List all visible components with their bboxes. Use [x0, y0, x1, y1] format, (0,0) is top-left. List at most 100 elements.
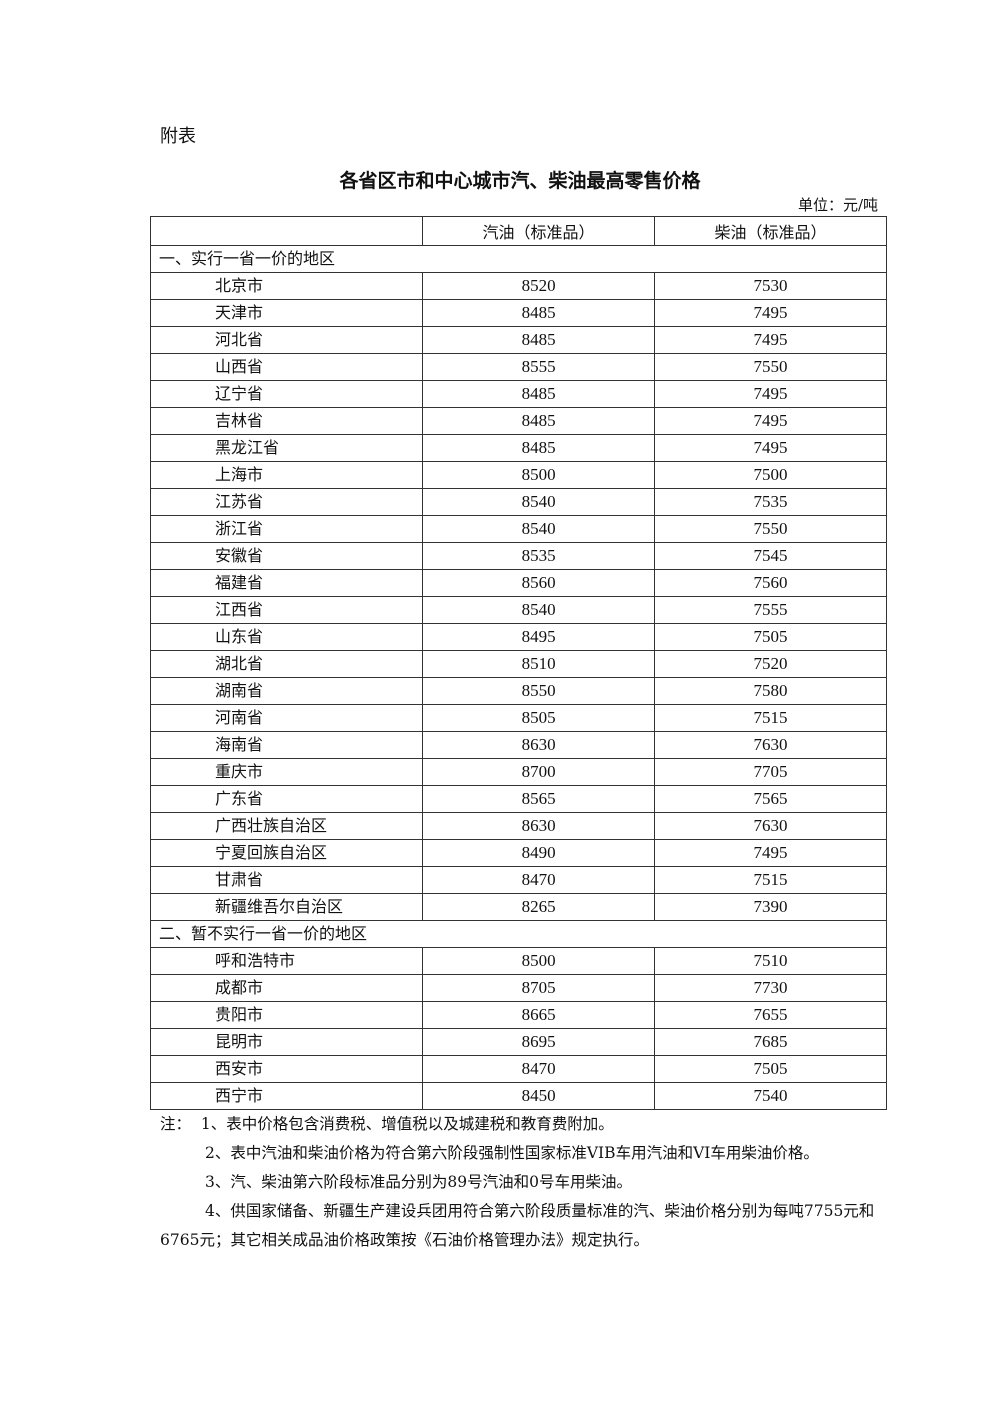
gasoline-price-cell: 8485 — [422, 434, 656, 462]
region-cell: 辽宁省 — [149, 380, 424, 408]
table-row: 北京市 8520 7530 — [149, 272, 887, 300]
gasoline-price-cell: 8520 — [422, 272, 656, 300]
region-cell: 山西省 — [149, 353, 424, 381]
table-row: 江苏省 8540 7535 — [149, 488, 887, 516]
table-row: 昆明市 8695 7685 — [149, 1028, 887, 1056]
gasoline-price-cell: 8540 — [422, 596, 656, 624]
region-cell: 甘肃省 — [149, 866, 424, 894]
table-row: 山西省 8555 7550 — [149, 353, 887, 381]
diesel-price-cell: 7495 — [654, 299, 887, 327]
region-cell: 宁夏回族自治区 — [149, 839, 424, 867]
gasoline-price-cell: 8560 — [422, 569, 656, 597]
section-row: 二、暂不实行一省一价的地区 — [150, 920, 887, 948]
diesel-price-cell: 7550 — [654, 353, 887, 381]
region-cell: 江西省 — [149, 596, 424, 624]
table-row: 安徽省 8535 7545 — [149, 542, 887, 570]
gasoline-price-cell: 8665 — [422, 1001, 656, 1029]
gasoline-price-cell: 8705 — [422, 974, 656, 1002]
diesel-price-cell: 7520 — [654, 650, 887, 678]
table-row: 黑龙江省 8485 7495 — [149, 434, 887, 462]
region-cell: 北京市 — [149, 272, 424, 300]
attachment-label: 附表 — [160, 126, 196, 147]
gasoline-price-cell: 8490 — [422, 839, 656, 867]
gasoline-price-cell: 8485 — [422, 326, 656, 354]
diesel-price-cell: 7495 — [654, 326, 887, 354]
gasoline-price-cell: 8485 — [422, 380, 656, 408]
region-cell: 河南省 — [149, 704, 424, 732]
section-label: 一、实行一省一价的地区 — [150, 245, 887, 273]
region-cell: 湖北省 — [149, 650, 424, 678]
table-row: 河北省 8485 7495 — [149, 326, 887, 354]
region-cell: 河北省 — [149, 326, 424, 354]
gasoline-price-cell: 8495 — [422, 623, 656, 651]
diesel-price-cell: 7685 — [654, 1028, 887, 1056]
table-row: 重庆市 8700 7705 — [149, 758, 887, 786]
region-cell: 广东省 — [149, 785, 424, 813]
diesel-price-cell: 7580 — [654, 677, 887, 705]
table-row: 西宁市 8450 7540 — [149, 1082, 887, 1110]
region-cell: 昆明市 — [149, 1028, 424, 1056]
table-row: 广西壮族自治区 8630 7630 — [149, 812, 887, 840]
diesel-price-cell: 7550 — [654, 515, 887, 543]
region-cell: 新疆维吾尔自治区 — [149, 893, 424, 921]
gasoline-price-cell: 8630 — [422, 731, 656, 759]
note-4: 4、供国家储备、新疆生产建设兵团用符合第六阶段质量标准的汽、柴油价格分别为每吨7… — [160, 1202, 875, 1249]
gasoline-price-cell: 8700 — [422, 758, 656, 786]
gasoline-price-cell: 8695 — [422, 1028, 656, 1056]
gasoline-price-cell: 8485 — [422, 299, 656, 327]
diesel-price-cell: 7655 — [654, 1001, 887, 1029]
unit-label: 单位：元/吨 — [797, 196, 878, 214]
table-row: 天津市 8485 7495 — [149, 299, 887, 327]
diesel-price-cell: 7495 — [654, 407, 887, 435]
diesel-price-cell: 7705 — [654, 758, 887, 786]
section-row: 一、实行一省一价的地区 — [150, 245, 887, 273]
diesel-price-cell: 7495 — [654, 839, 887, 867]
table-body: 一、实行一省一价的地区 北京市 8520 7530 天津市 8485 7495 河北省 8485… — [149, 245, 887, 1110]
diesel-price-cell: 7630 — [654, 731, 887, 759]
diesel-price-cell: 7730 — [654, 974, 887, 1002]
region-cell: 江苏省 — [149, 488, 424, 516]
note-3: 3、汽、柴油第六阶段标准品分别为89号汽油和0号车用柴油。 — [205, 1173, 632, 1191]
section-label: 二、暂不实行一省一价的地区 — [150, 920, 887, 948]
region-cell: 海南省 — [149, 731, 424, 759]
region-cell: 贵阳市 — [149, 1001, 424, 1029]
gasoline-price-cell: 8485 — [422, 407, 656, 435]
table-row: 山东省 8495 7505 — [149, 623, 887, 651]
gasoline-price-cell: 8555 — [422, 353, 656, 381]
diesel-price-cell: 7630 — [654, 812, 887, 840]
region-cell: 福建省 — [149, 569, 424, 597]
diesel-price-cell: 7555 — [654, 596, 887, 624]
diesel-price-cell: 7495 — [654, 434, 887, 462]
region-cell: 浙江省 — [149, 515, 424, 543]
diesel-price-cell: 7515 — [654, 866, 887, 894]
gasoline-price-cell: 8470 — [422, 866, 656, 894]
notes-prefix: 注： — [160, 1115, 192, 1133]
diesel-price-cell: 7565 — [654, 785, 887, 813]
gasoline-price-cell: 8540 — [422, 488, 656, 516]
gasoline-price-cell: 8535 — [422, 542, 656, 570]
region-cell: 广西壮族自治区 — [149, 812, 424, 840]
gasoline-price-cell: 8265 — [422, 893, 656, 921]
region-cell: 上海市 — [149, 461, 424, 489]
diesel-price-cell: 7540 — [654, 1082, 887, 1110]
gasoline-price-cell: 8565 — [422, 785, 656, 813]
diesel-price-cell: 7545 — [654, 542, 887, 570]
diesel-price-cell: 7505 — [654, 623, 887, 651]
gasoline-price-cell: 8505 — [422, 704, 656, 732]
region-cell: 西安市 — [149, 1055, 424, 1083]
table-row: 辽宁省 8485 7495 — [149, 380, 887, 408]
gasoline-price-cell: 8500 — [422, 461, 656, 489]
diesel-price-cell: 7510 — [654, 947, 887, 975]
gasoline-price-cell: 8500 — [422, 947, 656, 975]
diesel-price-cell: 7560 — [654, 569, 887, 597]
gasoline-price-cell: 8510 — [422, 650, 656, 678]
region-cell: 安徽省 — [149, 542, 424, 570]
table-row: 湖南省 8550 7580 — [149, 677, 887, 705]
region-cell: 湖南省 — [149, 677, 424, 705]
table-row: 河南省 8505 7515 — [149, 704, 887, 732]
region-cell: 呼和浩特市 — [149, 947, 424, 975]
table-row: 呼和浩特市 8500 7510 — [149, 947, 887, 975]
diesel-price-cell: 7535 — [654, 488, 887, 516]
table-header-row: 汽油（标准品） 柴油（标准品） — [149, 216, 887, 246]
table-row: 福建省 8560 7560 — [149, 569, 887, 597]
